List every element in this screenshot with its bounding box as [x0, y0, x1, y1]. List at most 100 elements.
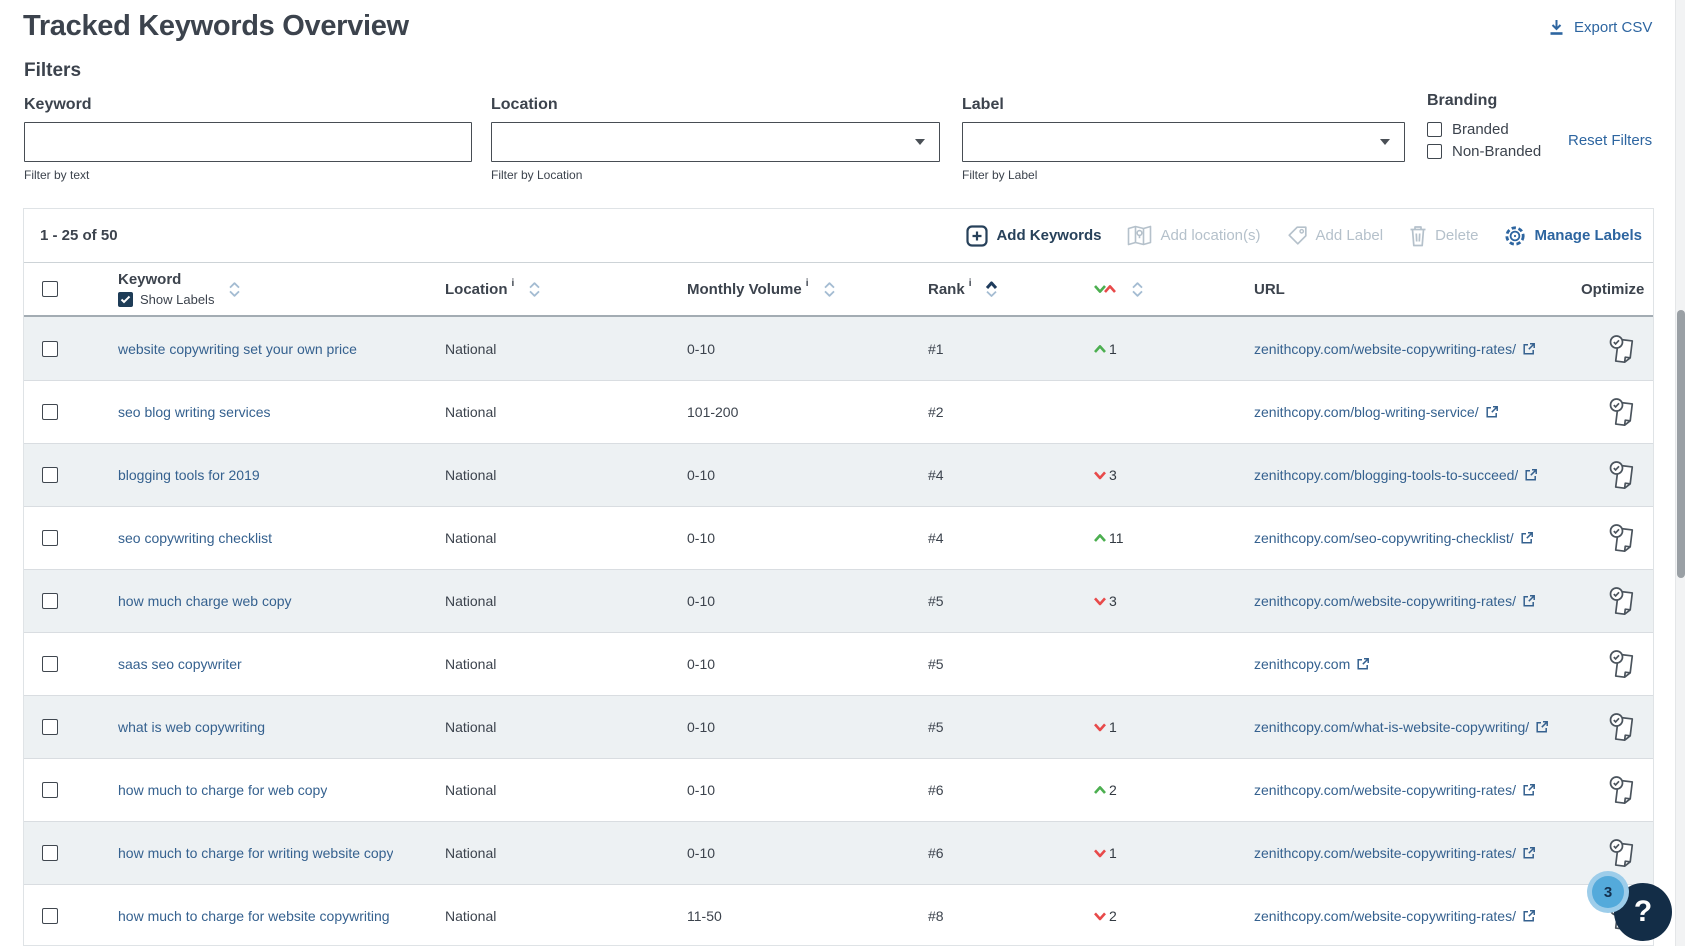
row-checkbox[interactable]	[42, 656, 58, 672]
page-scrollbar[interactable]	[1675, 0, 1685, 946]
row-checkbox[interactable]	[42, 404, 58, 420]
non-branded-checkbox[interactable]	[1427, 144, 1442, 159]
keyword-link[interactable]: blogging tools for 2019	[118, 467, 260, 483]
rank-down-icon	[1094, 723, 1106, 732]
row-checkbox[interactable]	[42, 593, 58, 609]
scrollbar-thumb[interactable]	[1677, 310, 1685, 578]
keyword-link[interactable]: saas seo copywriter	[118, 656, 242, 672]
keyword-link[interactable]: what is web copywriting	[118, 719, 266, 735]
url-link[interactable]: zenithcopy.com/website-copywriting-rates…	[1254, 908, 1516, 924]
show-labels-label: Show Labels	[140, 292, 215, 307]
sort-chevrons-icon[interactable]	[227, 281, 242, 298]
rank-cell: #4	[928, 530, 944, 546]
external-link-icon	[1525, 469, 1538, 481]
delete-button: Delete	[1409, 225, 1478, 247]
url-link[interactable]: zenithcopy.com/website-copywriting-rates…	[1254, 782, 1516, 798]
volume-cell: 0-10	[687, 782, 716, 798]
external-link-icon	[1523, 784, 1535, 796]
keyword-link[interactable]: website copywriting set your own price	[118, 340, 357, 357]
keyword-link[interactable]: how much charge web copy	[118, 593, 292, 609]
sort-chevrons-icon[interactable]	[527, 281, 542, 298]
optimize-icon[interactable]	[1608, 523, 1636, 553]
optimize-icon[interactable]	[1608, 775, 1636, 805]
export-csv-button[interactable]: Export CSV	[1548, 18, 1652, 36]
plus-square-icon	[966, 224, 989, 247]
sort-chevrons-icon[interactable]	[822, 281, 837, 298]
row-checkbox[interactable]	[42, 782, 58, 798]
info-icon[interactable]: i	[968, 277, 972, 289]
url-link[interactable]: zenithcopy.com/blogging-tools-to-succeed…	[1254, 467, 1519, 483]
rank-cell: #8	[928, 908, 944, 924]
url-link[interactable]: zenithcopy.com/website-copywriting-rates…	[1254, 593, 1516, 609]
location-cell: National	[445, 340, 497, 357]
volume-cell: 0-10	[687, 845, 716, 861]
results-count: 1 - 25 of 50	[40, 227, 118, 244]
location-cell: National	[445, 845, 497, 861]
add-keywords-button[interactable]: Add Keywords	[966, 224, 1101, 247]
filters-heading: Filters	[24, 60, 82, 81]
table-row: seo blog writing services National 101-2…	[24, 380, 1653, 443]
label-filter-help: Filter by Label	[962, 168, 1038, 182]
row-checkbox[interactable]	[42, 530, 58, 546]
notification-badge: 3	[1592, 876, 1624, 908]
location-filter-label: Location	[491, 96, 558, 113]
optimize-icon[interactable]	[1608, 649, 1636, 679]
branded-label: Branded	[1452, 121, 1509, 138]
location-cell: National	[445, 530, 497, 546]
rank-change-value: 1	[1109, 845, 1117, 861]
sort-chevrons-icon[interactable]	[1130, 281, 1145, 298]
add-label-button: Add Label	[1287, 225, 1383, 246]
branding-label: Branding	[1427, 92, 1498, 109]
row-checkbox[interactable]	[42, 719, 58, 735]
select-all-checkbox[interactable]	[42, 281, 58, 297]
keyword-link[interactable]: seo copywriting checklist	[118, 530, 273, 546]
row-checkbox[interactable]	[42, 908, 58, 924]
volume-cell: 0-10	[687, 340, 716, 357]
keyword-filter-input[interactable]	[24, 122, 472, 162]
rank-change-value: 3	[1109, 467, 1117, 483]
row-checkbox[interactable]	[42, 340, 58, 357]
sort-chevrons-active-icon[interactable]	[984, 281, 999, 298]
keyword-link[interactable]: seo blog writing services	[118, 404, 271, 420]
url-link[interactable]: zenithcopy.com/what-is-website-copywriti…	[1254, 719, 1530, 735]
keyword-link[interactable]: how much to charge for website copywriti…	[118, 908, 390, 924]
reset-filters-link[interactable]: Reset Filters	[1568, 132, 1653, 149]
url-link[interactable]: zenithcopy.com/website-copywriting-rates…	[1254, 845, 1516, 861]
location-filter-select[interactable]	[491, 122, 940, 162]
url-link[interactable]: zenithcopy.com	[1254, 656, 1351, 672]
table-row: website copywriting set your own price N…	[24, 317, 1653, 380]
branded-checkbox[interactable]	[1427, 122, 1442, 137]
optimize-icon[interactable]	[1608, 586, 1636, 616]
info-icon[interactable]: i	[805, 277, 809, 289]
manage-labels-button[interactable]: Manage Labels	[1504, 225, 1642, 247]
label-filter-select[interactable]	[962, 122, 1405, 162]
volume-cell: 0-10	[687, 467, 716, 483]
table-row: how much to charge for web copy National…	[24, 758, 1653, 821]
optimize-icon[interactable]	[1608, 397, 1636, 427]
row-checkbox[interactable]	[42, 845, 58, 861]
location-cell: National	[445, 656, 497, 672]
tracked-keywords-panel: 1 - 25 of 50 Add Keywords	[23, 208, 1654, 946]
keyword-link[interactable]: how much to charge for writing website c…	[118, 845, 394, 861]
info-icon[interactable]: i	[511, 277, 515, 289]
optimize-icon[interactable]	[1608, 460, 1636, 490]
location-cell: National	[445, 593, 497, 609]
optimize-icon[interactable]	[1608, 334, 1636, 364]
optimize-icon[interactable]	[1608, 712, 1636, 742]
page-title: Tracked Keywords Overview	[23, 10, 409, 42]
table-row: how much to charge for website copywriti…	[24, 884, 1653, 947]
table-body: website copywriting set your own price N…	[24, 317, 1653, 947]
url-link[interactable]: zenithcopy.com/blog-writing-service/	[1254, 404, 1479, 420]
url-link[interactable]: zenithcopy.com/seo-copywriting-checklist…	[1254, 530, 1514, 546]
show-labels-checkbox[interactable]	[118, 292, 133, 307]
label-filter-label: Label	[962, 96, 1004, 113]
keyword-link[interactable]: how much to charge for web copy	[118, 782, 328, 798]
keyword-column-header: Keyword	[118, 271, 182, 288]
rank-cell: #5	[928, 593, 944, 609]
rank-change: 3	[1070, 570, 1231, 632]
location-cell: National	[445, 467, 497, 483]
url-link[interactable]: zenithcopy.com/website-copywriting-rates…	[1254, 340, 1516, 357]
optimize-icon[interactable]	[1608, 838, 1636, 868]
table-row: blogging tools for 2019 National 0-10 #4…	[24, 443, 1653, 506]
row-checkbox[interactable]	[42, 467, 58, 483]
